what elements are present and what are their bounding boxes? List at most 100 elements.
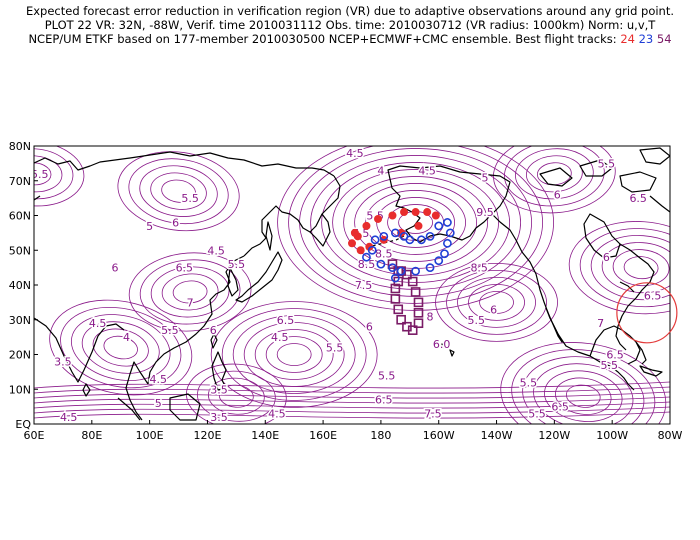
contour-line [511, 349, 656, 424]
contour-label: 8 [427, 310, 434, 323]
contour-label: 8.5 [470, 262, 488, 275]
lon-tick-label: 120W [538, 429, 570, 442]
contour-line [128, 158, 229, 225]
contour-line [172, 280, 208, 304]
track-23-marker [388, 263, 397, 273]
contour-label: 6.5 [176, 262, 194, 275]
contour-line [208, 377, 265, 415]
contour-label: 4.5 [150, 373, 168, 386]
contour-line [221, 308, 367, 401]
track-54-marker [407, 276, 418, 287]
lon-tick-label: 100E [136, 429, 164, 442]
contour-label: 6 [554, 189, 561, 202]
contour-labels: 4.55.55.54 4.555.5656.55.57.59.54.55.568.… [31, 146, 663, 424]
lat-tick-label: 70N [9, 175, 31, 188]
track-24-marker [348, 239, 356, 248]
track-24-marker [350, 228, 359, 237]
track-23-marker [411, 266, 420, 276]
contour-label: 5.5 [598, 157, 616, 170]
contour-line [197, 370, 276, 422]
contour-label: 6.5 [606, 349, 624, 362]
track-24-marker [374, 214, 383, 223]
contour-label: 3.5 [54, 355, 72, 368]
contour-line [343, 176, 489, 269]
track-24-marker [400, 208, 409, 217]
track-54-marker [413, 318, 424, 329]
track-54-label: 54 [656, 32, 672, 46]
contour-label: 5.5 [528, 408, 546, 421]
contour-line [446, 269, 547, 335]
contour-line [321, 162, 511, 283]
track-24-marker [388, 211, 397, 220]
contour-label: 5.5 [181, 192, 199, 205]
lon-tick-label: 80E [81, 429, 102, 442]
contour-label: 6 [366, 321, 373, 334]
track-23-marker [440, 249, 449, 259]
lon-tick-label: 180 [370, 429, 391, 442]
lat-tick-label: 40N [9, 279, 31, 292]
contour-line [34, 401, 670, 409]
contour-label: 7.5 [424, 408, 442, 421]
contour-label: 6.5 [629, 192, 647, 205]
contour-line [34, 406, 670, 414]
contour-label: 4.5 [60, 411, 78, 424]
lat-tick-label: 20N [9, 349, 31, 362]
figure-title-line-3: NCEP/UM ETKF based on 177-member 2010030… [0, 32, 700, 46]
contour-label: 9.5 [476, 206, 494, 219]
lon-tick-label: 160W [423, 429, 455, 442]
contour-label: 5.5 [378, 369, 396, 382]
contour-line [568, 221, 670, 315]
contour-line [70, 314, 171, 381]
contour-line [81, 321, 160, 374]
contour-label: 5.5 [326, 342, 344, 355]
contour-label: 4 [123, 331, 130, 344]
contour-line [34, 396, 670, 404]
contour-line [533, 363, 634, 424]
contour-line [623, 256, 659, 280]
track-24-marker [414, 221, 423, 230]
contour-line [49, 299, 193, 396]
track-54-marker [413, 307, 424, 318]
contour-label: 4.5 [418, 164, 436, 177]
lon-tick-label: 160E [309, 429, 337, 442]
track-23-marker [434, 256, 444, 266]
track-23-marker [376, 259, 386, 269]
track-23-label: 23 [638, 32, 654, 46]
contour-label: 7.5 [355, 279, 373, 292]
contour-label: 6.5 [644, 289, 662, 302]
track-23-marker [405, 235, 415, 245]
lat-tick-label: EQ [15, 418, 31, 431]
track-54-marker [413, 297, 424, 308]
lon-tick-label: 120E [193, 429, 221, 442]
contour-field [34, 146, 670, 424]
contour-line [522, 356, 645, 424]
contour-label: 6.0 [433, 338, 451, 351]
contour-label: 8.5 [375, 248, 393, 261]
contour-line [161, 179, 196, 203]
contour-line [34, 381, 670, 389]
lon-tick-label: 100W [596, 429, 628, 442]
contour-line [139, 259, 241, 325]
track-24-marker [411, 208, 420, 217]
contour-line [34, 146, 85, 207]
lon-tick-label: 60E [24, 429, 45, 442]
verification-region-circle [616, 282, 678, 344]
track-23-marker [370, 235, 380, 245]
coastlines [34, 147, 670, 421]
track-23-marker [396, 266, 406, 276]
contour-label: 8.5 [358, 258, 376, 271]
contour-label: 5.5 [520, 376, 538, 389]
contour-line [493, 146, 616, 214]
contour-line [288, 146, 543, 304]
contour-line [103, 335, 138, 360]
contour-label: 5.5 [228, 258, 246, 271]
contour-line [526, 155, 583, 193]
lat-tick-label: 30N [9, 314, 31, 327]
contour-line [457, 276, 536, 328]
contour-line [117, 151, 240, 232]
contour-label: 5.5 [31, 168, 49, 181]
track-54-marker [387, 259, 398, 269]
title-line-3-text: NCEP/UM ETKF based on 177-member 2010030… [28, 32, 617, 46]
contour-label: 6.5 [375, 394, 393, 407]
